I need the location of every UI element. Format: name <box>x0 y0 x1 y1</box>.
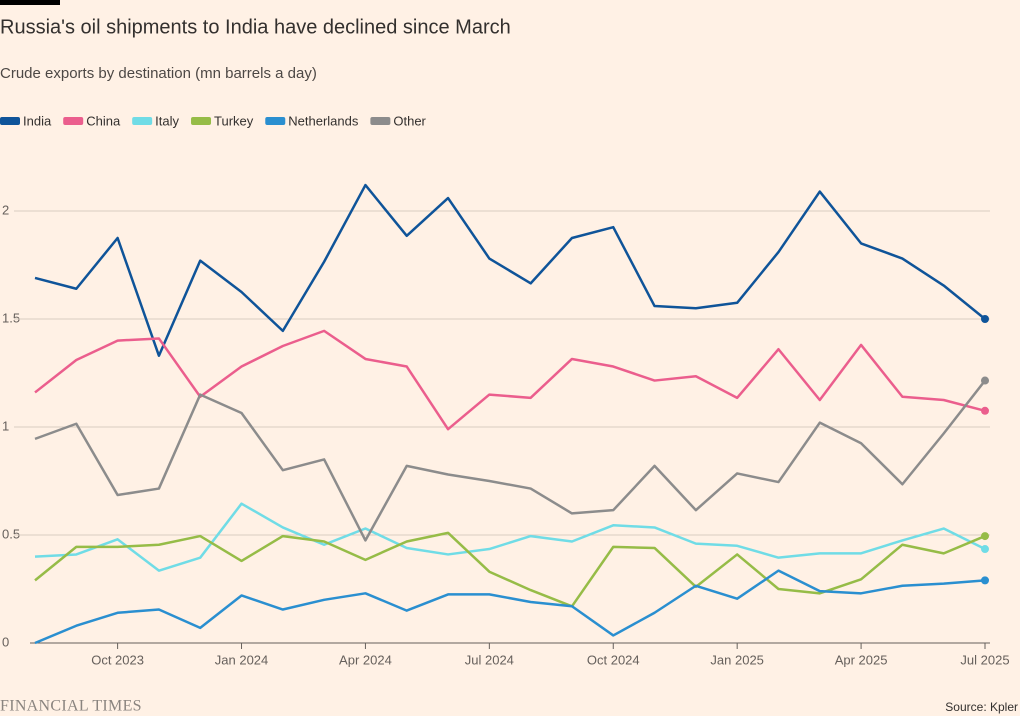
legend-swatch <box>63 117 84 125</box>
legend-swatch <box>191 117 212 125</box>
source: Source: Kpler <box>945 700 1018 714</box>
x-tick-label: Apr 2025 <box>835 652 888 667</box>
legend-label: India <box>23 113 52 128</box>
y-tick-label: 0 <box>2 634 9 649</box>
y-tick-label: 2 <box>2 202 9 217</box>
chart-title: Russia's oil shipments to India have dec… <box>0 16 511 38</box>
end-dot <box>981 376 989 385</box>
series-line <box>34 183 986 357</box>
brand-bar <box>0 0 60 5</box>
legend-label: Other <box>393 113 426 128</box>
series-line <box>34 379 986 542</box>
x-tick-label: Jul 2024 <box>465 652 514 667</box>
end-dot <box>981 576 989 585</box>
series-line <box>34 502 986 572</box>
legend-label: Italy <box>155 113 179 128</box>
legend-swatch <box>0 117 20 125</box>
brand: FINANCIAL TIMES <box>0 698 142 715</box>
legend-swatch <box>265 117 286 125</box>
x-tick-label: Oct 2024 <box>587 652 640 667</box>
legend-swatch <box>132 117 153 125</box>
x-tick-label: Oct 2023 <box>91 652 144 667</box>
end-dot <box>981 545 989 554</box>
x-tick-label: Jan 2024 <box>215 652 269 667</box>
legend-label: Turkey <box>214 113 254 128</box>
y-tick-label: 1.5 <box>2 310 20 325</box>
end-dot <box>981 406 989 415</box>
x-tick-label: Apr 2024 <box>339 652 392 667</box>
x-tick-label: Jan 2025 <box>710 652 764 667</box>
legend-label: China <box>86 113 121 128</box>
legend-label: Netherlands <box>288 113 359 128</box>
series-line <box>34 329 986 431</box>
series-line <box>34 569 986 645</box>
chart-subtitle: Crude exports by destination (mn barrels… <box>0 65 317 82</box>
end-dot <box>981 315 989 323</box>
end-dot <box>981 532 989 541</box>
y-tick-label: 0.5 <box>2 526 20 541</box>
legend-swatch <box>370 117 391 125</box>
x-tick-label: Jul 2025 <box>960 652 1009 667</box>
y-tick-label: 1 <box>2 418 9 433</box>
